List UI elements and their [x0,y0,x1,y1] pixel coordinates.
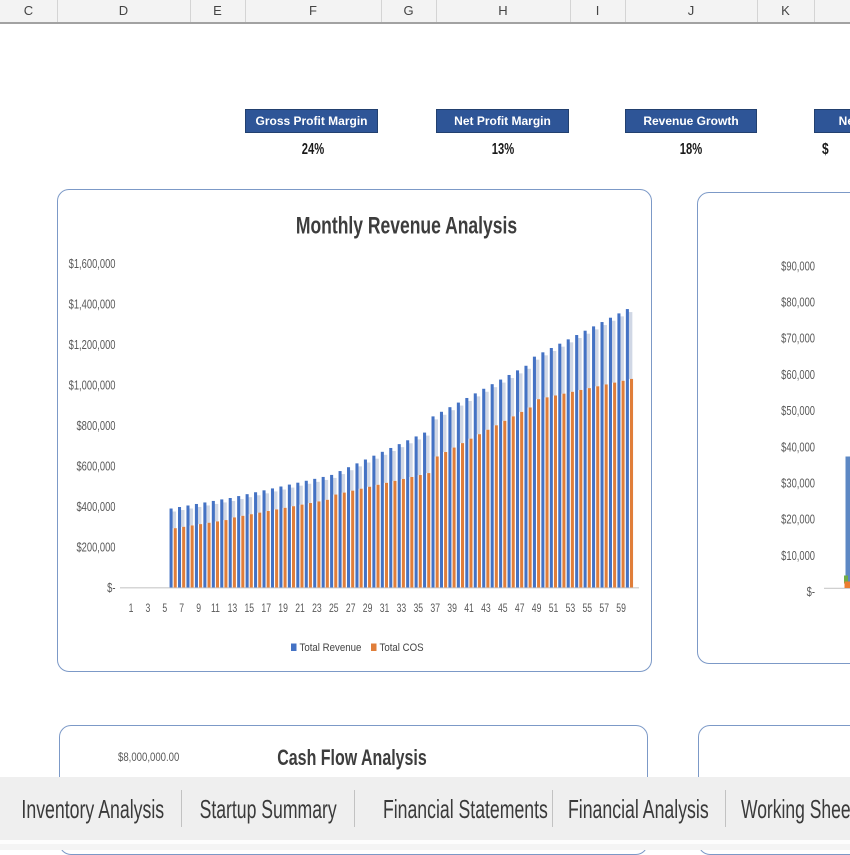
svg-text:Cash Flow Analysis: Cash Flow Analysis [277,747,427,771]
svg-text:$8,000,000.00: $8,000,000.00 [118,751,179,764]
